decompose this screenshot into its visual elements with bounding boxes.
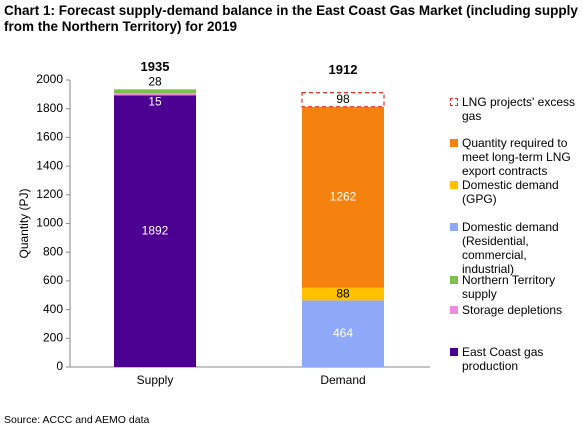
y-tick-label: 1000	[36, 216, 63, 230]
x-tick-label: Supply	[137, 373, 174, 387]
x-tick-label: Demand	[320, 373, 365, 387]
legend-entry: Domestic demand (Residential, commercial…	[462, 220, 559, 276]
data-label: 88	[336, 286, 350, 300]
data-label: 28	[148, 74, 162, 88]
legend-swatch	[450, 276, 458, 284]
y-tick-label: 400	[43, 302, 63, 316]
legend-swatch	[450, 139, 458, 147]
legend-entry: LNG projects' excess gas	[462, 95, 575, 123]
bar-segment	[114, 89, 196, 94]
y-tick-label: 1200	[36, 187, 63, 201]
source-note: Source: ACCC and AEMO data	[4, 414, 150, 426]
legend-entry: Storage depletions	[462, 303, 563, 317]
y-tick-label: 1600	[36, 130, 63, 144]
bar-segment	[302, 287, 384, 301]
y-axis-label: Quantity (PJ)	[17, 188, 31, 258]
y-tick-label: 800	[43, 244, 63, 258]
legend-entry: East Coast gas production	[462, 345, 544, 373]
data-label: 464	[333, 326, 353, 340]
data-label: 1262	[330, 189, 357, 203]
legend-swatch	[450, 223, 458, 231]
bar-segment	[114, 95, 196, 368]
legend-swatch	[450, 306, 458, 314]
legend-swatch	[450, 348, 458, 356]
bar-segment	[114, 93, 196, 96]
y-tick-label: 600	[43, 273, 63, 287]
bar-segment	[302, 106, 384, 288]
total-label: 1935	[141, 59, 170, 74]
legend-swatch	[450, 181, 458, 189]
y-tick-label: 200	[43, 330, 63, 344]
y-tick-label: 1400	[36, 158, 63, 172]
data-label: 98	[336, 92, 350, 106]
data-label: 1892	[142, 223, 169, 237]
y-tick-label: 1800	[36, 101, 63, 115]
legend-entry: Northern Territory supply	[462, 273, 556, 301]
y-tick-label: 2000	[36, 72, 63, 86]
chart-title: Chart 1: Forecast supply-demand balance …	[4, 3, 578, 34]
legend-entry: Quantity required to meet long-term LNG …	[462, 136, 571, 178]
legend-entry: Domestic demand (GPG)	[462, 178, 559, 206]
bar-segment	[302, 300, 384, 367]
y-tick-label: 0	[56, 359, 63, 373]
legend-swatch	[450, 98, 458, 106]
total-label: 1912	[329, 62, 358, 77]
data-label: 15	[148, 95, 162, 109]
bar-segment	[301, 92, 385, 108]
